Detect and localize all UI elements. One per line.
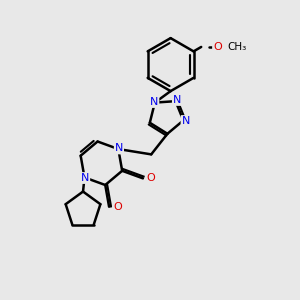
Text: N: N [81,173,89,183]
Text: CH₃: CH₃ [228,42,247,52]
Text: N: N [182,116,190,126]
Text: O: O [113,202,122,212]
Text: N: N [173,95,181,105]
Text: N: N [115,143,123,154]
Text: O: O [213,42,222,52]
Text: O: O [147,173,155,183]
Text: N: N [150,97,158,107]
